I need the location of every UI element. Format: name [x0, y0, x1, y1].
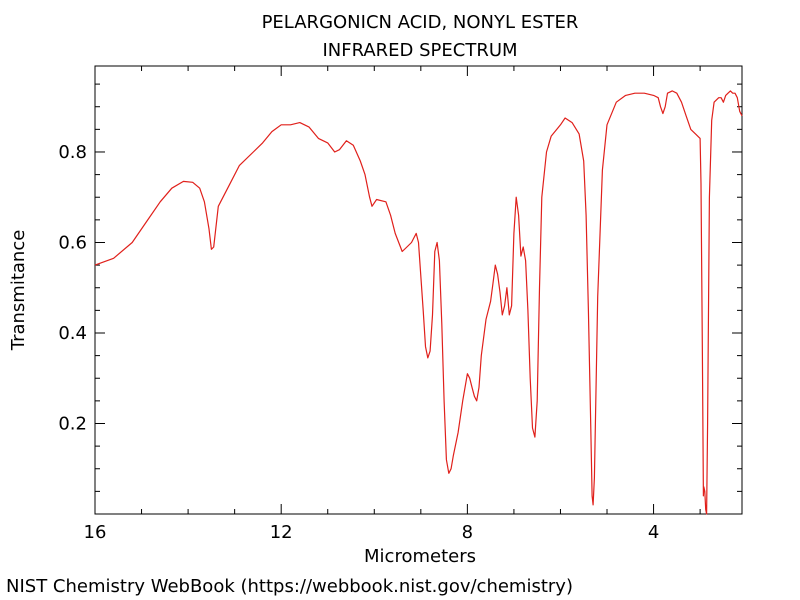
x-axis-label: Micrometers — [364, 546, 476, 567]
chart-subtitle: INFRARED SPECTRUM — [322, 40, 517, 61]
source-footer: NIST Chemistry WebBook (https://webbook.… — [6, 576, 573, 597]
axis-ticks — [94, 66, 742, 514]
spectrum-line — [94, 90, 743, 515]
x-tick-label: 12 — [270, 522, 293, 543]
axis-tick-labels: 16 12 8 4 0.2 0.4 0.6 0.8 — [58, 142, 659, 543]
y-tick-label: 0.8 — [58, 142, 87, 163]
x-tick-label: 4 — [648, 522, 659, 543]
chart-title: PELARGONICN ACID, NONYL ESTER — [262, 12, 579, 33]
plot-frame — [94, 65, 743, 515]
y-tick-label: 0.4 — [58, 323, 87, 344]
x-tick-label: 16 — [84, 522, 107, 543]
y-tick-label: 0.2 — [58, 413, 87, 434]
y-tick-label: 0.6 — [58, 232, 87, 253]
x-tick-label: 8 — [462, 522, 473, 543]
y-axis-label: Transmitance — [8, 230, 29, 352]
